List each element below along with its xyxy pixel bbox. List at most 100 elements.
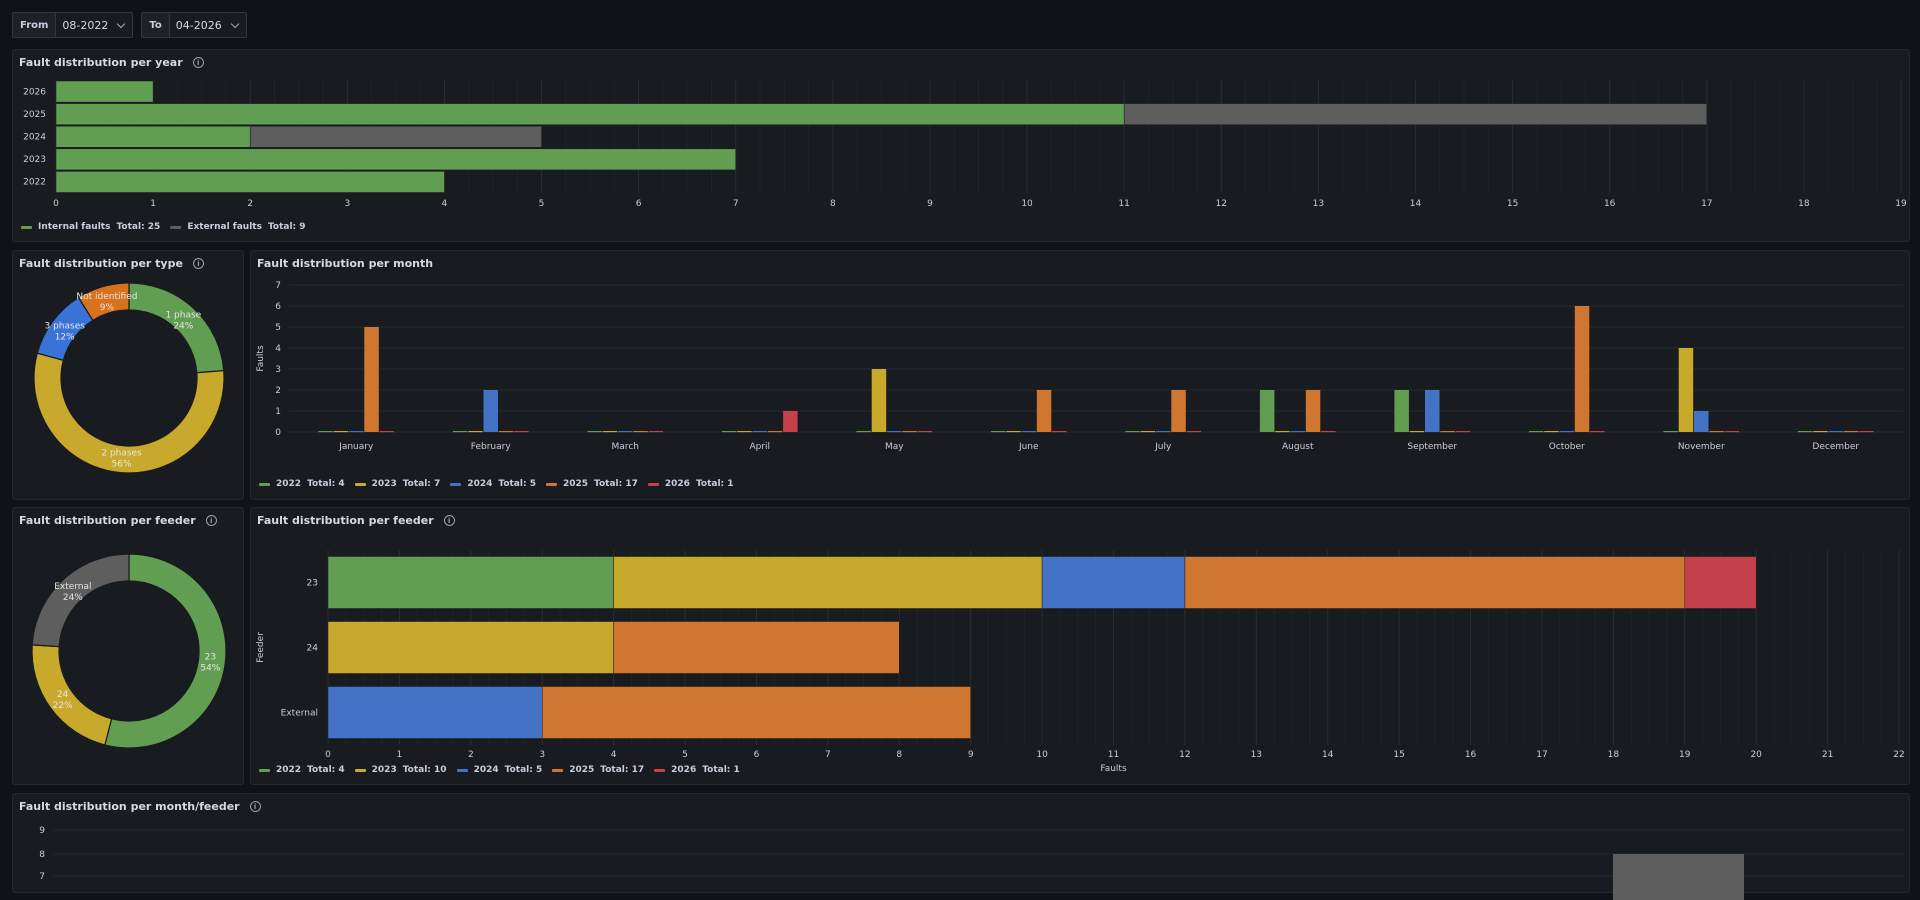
legend-total: Total: 7 (402, 479, 441, 489)
legend-label: 2022 (276, 479, 302, 489)
bar (1006, 431, 1021, 433)
y-tick-label: 2 (275, 386, 281, 396)
bar (327, 621, 614, 674)
legend-swatch (21, 225, 32, 229)
legend-item[interactable]: 2026 Total: 1 (654, 765, 740, 775)
slice-value: 12% (55, 332, 75, 342)
info-icon[interactable]: i (205, 515, 217, 526)
pie-slice (104, 553, 227, 749)
y-tick-label: 23 (307, 579, 318, 589)
panel-title[interactable]: Fault distribution per type i (19, 257, 204, 270)
x-tick-label: 9 (968, 750, 974, 760)
legend-item[interactable]: 2023 Total: 7 (354, 479, 441, 489)
x-tick-label: 10 (1021, 199, 1033, 209)
bar (1156, 431, 1171, 433)
bar (767, 431, 783, 433)
panel-title-text: Fault distribution per type (19, 257, 183, 270)
bar (1709, 431, 1724, 433)
legend-item[interactable]: 2024 Total: 5 (450, 479, 536, 489)
from-value[interactable]: 08-2022 (56, 19, 132, 32)
bar (613, 621, 900, 674)
bar (1171, 390, 1186, 432)
x-tick-label: May (885, 442, 904, 452)
legend-item[interactable]: 2025 Total: 17 (545, 479, 638, 489)
legend-swatch (259, 482, 270, 486)
legend-swatch (354, 482, 366, 486)
x-tick-label: 1 (150, 199, 156, 209)
info-icon[interactable]: i (443, 515, 455, 526)
legend-total: Total: 17 (594, 479, 638, 489)
bar (1305, 390, 1321, 432)
pie-slice (77, 282, 130, 322)
panel-title[interactable]: Fault distribution per feeder i (19, 514, 217, 527)
legend-item[interactable]: Internal faults Total: 25 (21, 222, 160, 232)
legend-label: 2023 (371, 765, 397, 775)
bar (1321, 431, 1336, 433)
pie-slice (31, 644, 113, 746)
bar (1828, 431, 1843, 433)
bar (1021, 431, 1036, 433)
chevron-down-icon (117, 19, 126, 28)
x-tick-label: 0 (53, 199, 59, 209)
to-label: To (142, 13, 170, 37)
panel-title[interactable]: Fault distribution per month/feeder i (19, 800, 261, 813)
x-tick-label: September (1407, 442, 1457, 452)
legend-swatch (259, 768, 270, 772)
to-value-text: 04-2026 (175, 18, 222, 32)
panel-title[interactable]: Fault distribution per year i (19, 56, 204, 69)
y-tick-label: 2025 (23, 110, 46, 120)
bar (1140, 431, 1156, 433)
x-tick-label: 10 (1036, 750, 1048, 760)
x-tick-label: 16 (1465, 750, 1477, 760)
bar (483, 390, 498, 432)
slice-value: 54% (200, 663, 220, 673)
from-value-text: 08-2022 (62, 18, 109, 32)
bar (55, 80, 154, 103)
bar (452, 431, 468, 433)
info-icon[interactable]: i (192, 258, 204, 269)
legend-item[interactable]: 2023 Total: 10 (354, 765, 447, 775)
legend-item[interactable]: 2022 Total: 4 (259, 479, 345, 489)
from-picker[interactable]: From 08-2022 (12, 12, 134, 38)
x-tick-label: 19 (1895, 199, 1907, 209)
bar (1724, 431, 1740, 433)
panel-title-text: Fault distribution per feeder (257, 514, 434, 527)
legend-total: Total: 25 (116, 222, 161, 232)
bar (1859, 431, 1874, 433)
info-icon[interactable]: i (192, 57, 204, 68)
bar (1574, 306, 1590, 432)
legend-item[interactable]: 2025 Total: 17 (552, 765, 644, 775)
bar (55, 171, 445, 193)
slice-label: 2 phases (101, 449, 142, 459)
legend-item[interactable]: 2022 Total: 4 (259, 765, 345, 775)
panel-title[interactable]: Fault distribution per feeder i (257, 514, 455, 527)
bar (1259, 390, 1275, 432)
panel-title[interactable]: Fault distribution per month (257, 257, 433, 270)
x-tick-label: March (612, 442, 639, 452)
bar (990, 431, 1006, 433)
to-value[interactable]: 04-2026 (170, 19, 246, 32)
bar (1052, 431, 1067, 433)
legend-item[interactable]: External faults Total: 9 (170, 222, 306, 232)
legend-swatch (170, 225, 182, 229)
bar (1394, 390, 1409, 432)
legend-item[interactable]: 2026 Total: 1 (647, 479, 734, 489)
x-tick-label: 3 (344, 199, 350, 209)
x-tick-label: 8 (830, 199, 836, 209)
info-icon[interactable]: i (249, 801, 261, 812)
bar (55, 103, 1125, 125)
legend-swatch (354, 768, 366, 772)
x-tick-label: 6 (754, 750, 760, 760)
panel-title-text: Fault distribution per year (19, 56, 183, 69)
bar (364, 327, 379, 432)
legend-label: Internal faults (38, 222, 111, 232)
x-tick-label: February (471, 442, 512, 452)
slice-label: 24 (57, 690, 69, 700)
bar (327, 556, 614, 609)
x-tick-label: July (1154, 442, 1172, 452)
to-picker[interactable]: To 04-2026 (141, 12, 247, 38)
legend-item[interactable]: 2024 Total: 5 (456, 765, 542, 775)
y-tick-label: 6 (275, 302, 281, 312)
legend-swatch (456, 768, 468, 772)
